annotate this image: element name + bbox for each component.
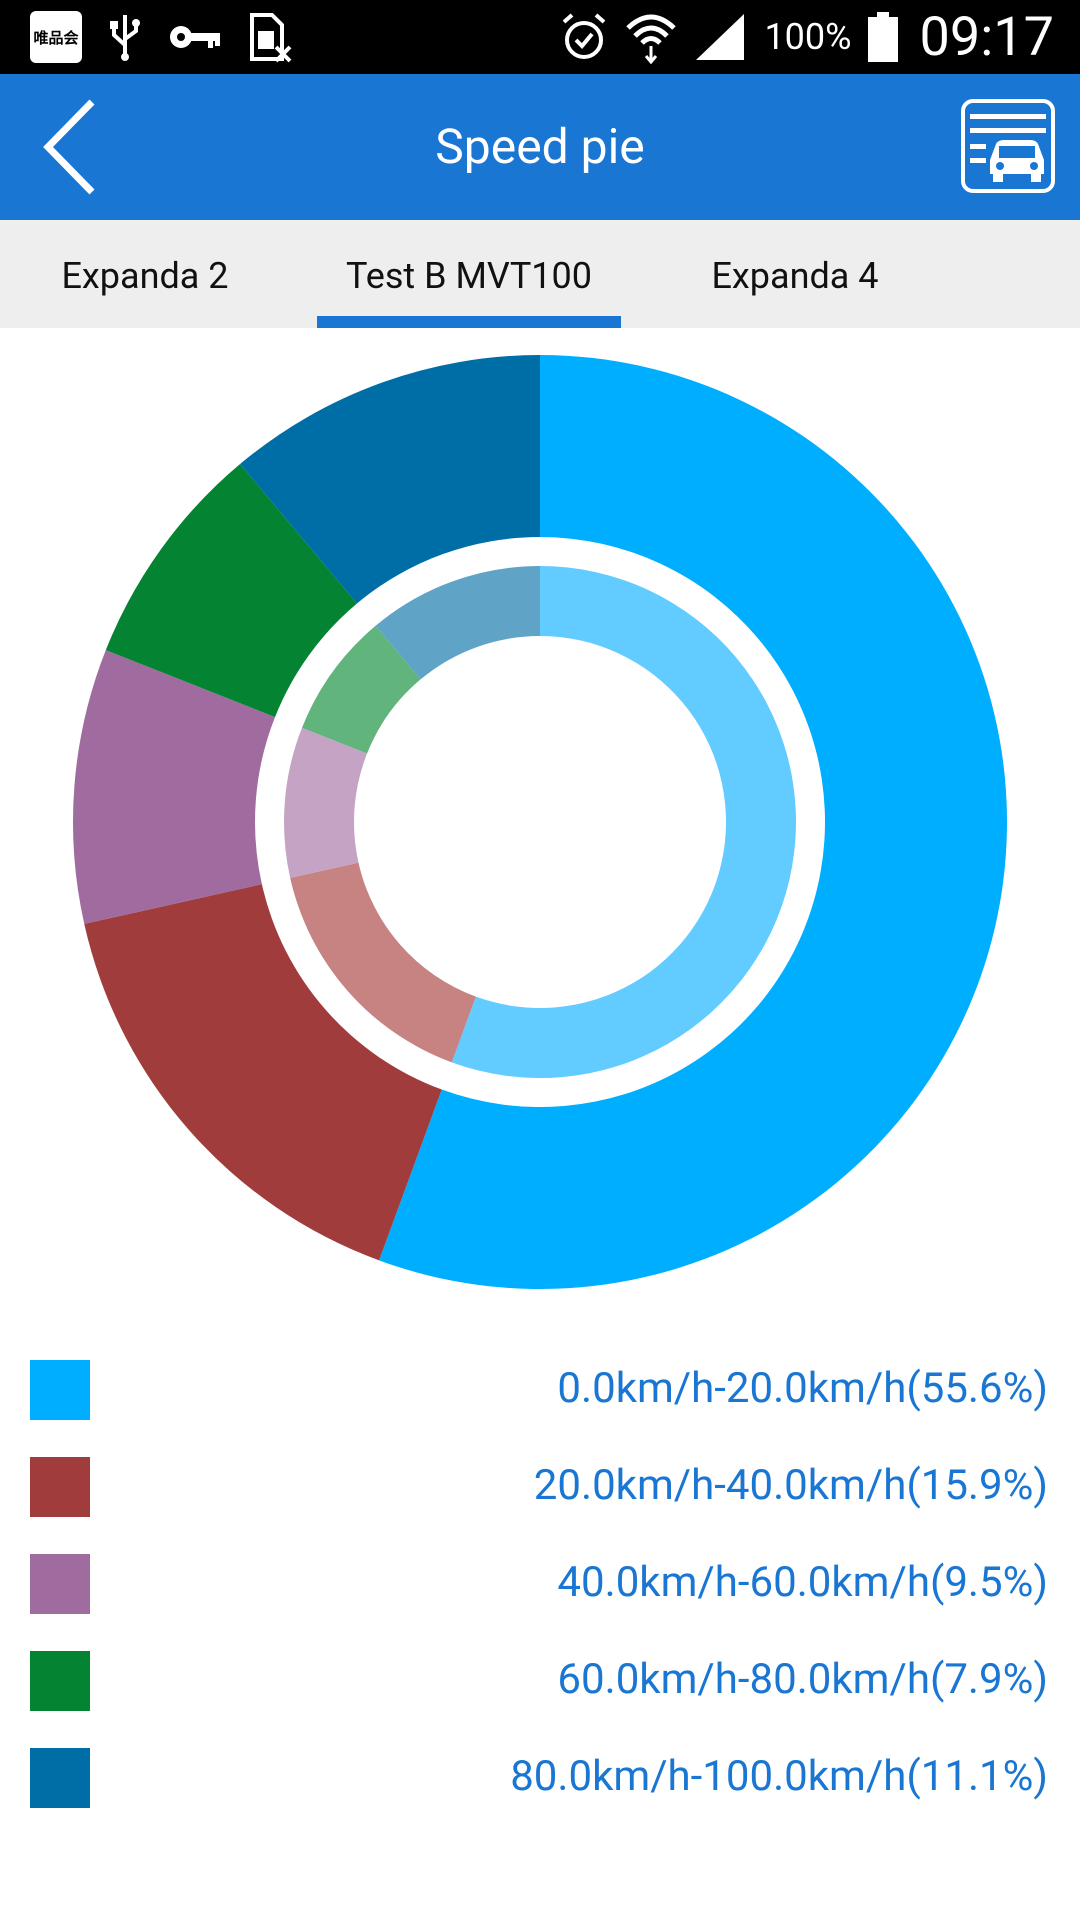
legend-label: 60.0km/h-80.0km/h(7.9%) [557,1655,1048,1704]
battery-icon [867,12,898,62]
back-button[interactable] [30,94,120,200]
tab-label: Expanda 2 [61,255,229,297]
legend-label: 40.0km/h-60.0km/h(9.5%) [557,1558,1048,1607]
battery-percent: 100% [764,16,852,58]
usb-icon [108,13,142,61]
slice-3[interactable] [73,650,276,924]
speed-pie-chart [73,355,1008,1289]
legend-swatch [30,1651,90,1711]
status-bar: 唯品会 100% 09:17 [0,0,1080,74]
legend-item: 20.0km/h-40.0km/h(15.9%) [0,1427,1080,1524]
tab-expanda-2[interactable]: Expanda 2 [30,220,260,328]
legend-label: 80.0km/h-100.0km/h(11.1%) [510,1752,1048,1801]
chart-legend: 0.0km/h-20.0km/h(55.6%) 20.0km/h-40.0km/h… [0,1330,1080,1815]
alarm-icon [560,12,608,62]
slice-2[interactable] [84,884,442,1261]
legend-label: 0.0km/h-20.0km/h(55.6%) [557,1364,1048,1413]
legend-item: 0.0km/h-20.0km/h(55.6%) [0,1330,1080,1427]
status-right-icons: 100% 09:17 [560,5,1054,69]
legend-item: 40.0km/h-60.0km/h(9.5%) [0,1524,1080,1621]
tab-test-b-mvt100[interactable]: Test B MVT100 [317,220,621,328]
slice-5[interactable] [240,355,541,604]
legend-swatch [30,1554,90,1614]
clock: 09:17 [919,5,1054,69]
legend-swatch [30,1457,90,1517]
key-icon [168,22,222,52]
legend-item: 60.0km/h-80.0km/h(7.9%) [0,1621,1080,1718]
inner-ring-segment-3[interactable] [284,727,368,878]
tab-expanda-4[interactable]: Expanda 4 [680,220,910,328]
inner-ring-segment-5[interactable] [375,566,540,680]
wifi-icon [624,10,678,64]
sim-missing-icon [248,11,292,63]
inner-ring-segment-2[interactable] [290,862,476,1063]
inner-ring-segment-4[interactable] [301,625,421,754]
vehicle-list-button[interactable] [960,98,1056,194]
device-tabs: Expanda 2 Test B MVT100 Expanda 4 [0,220,1080,328]
page-title: Speed pie [435,118,645,175]
slice-4[interactable] [105,464,357,718]
app-notification-icon: 唯品会 [30,11,82,63]
inner-ring-segment-1[interactable] [451,566,797,1078]
legend-swatch [30,1360,90,1420]
chevron-left-icon [30,99,120,204]
legend-label: 20.0km/h-40.0km/h(15.9%) [533,1461,1048,1510]
legend-swatch [30,1748,90,1808]
tab-label: Test B MVT100 [345,255,592,297]
status-left-icons: 唯品会 [30,10,292,64]
legend-item: 80.0km/h-100.0km/h(11.1%) [0,1718,1080,1815]
vehicle-list-icon [960,99,1056,198]
app-bar: Speed pie [0,74,1080,220]
signal-icon [694,12,748,62]
tab-label: Expanda 4 [711,255,879,297]
slice-1[interactable] [379,355,1008,1289]
